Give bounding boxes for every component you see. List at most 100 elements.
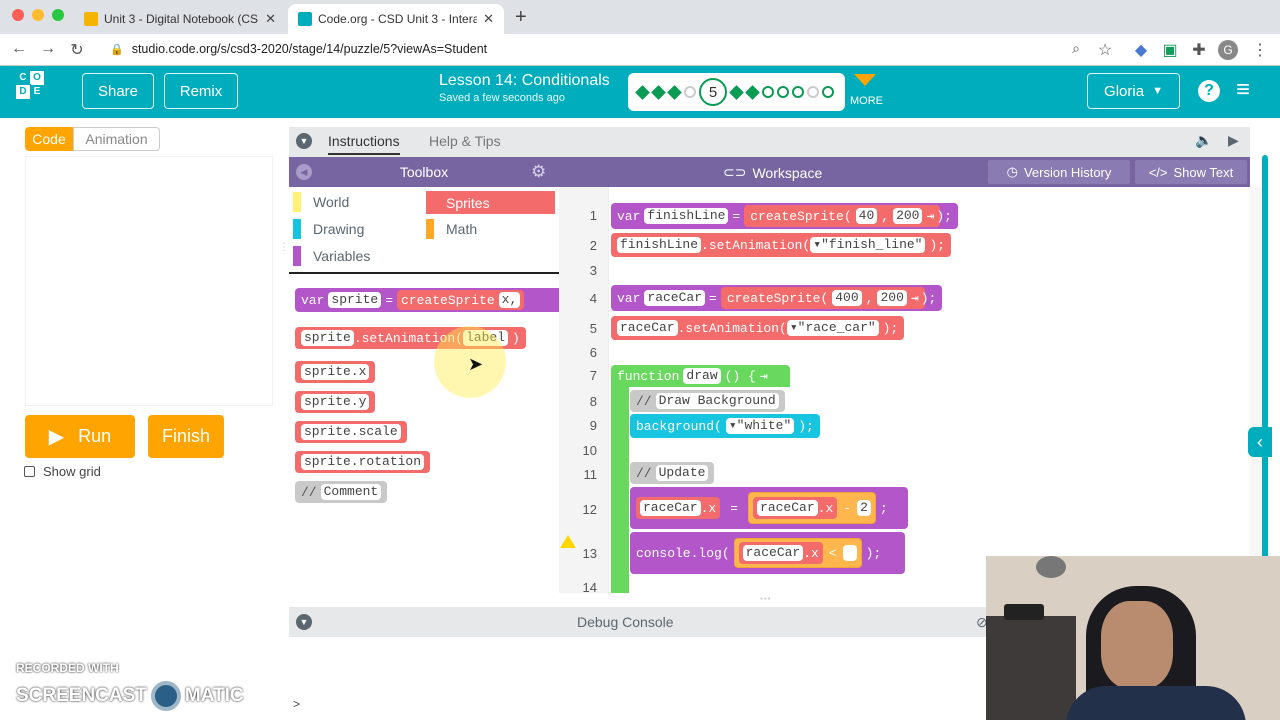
code-line-11[interactable]: // Update	[630, 462, 715, 484]
user-menu-button[interactable]: Gloria ▼	[1087, 73, 1180, 109]
close-window-button[interactable]	[12, 9, 24, 21]
expand-panel-icon[interactable]: ‹	[1248, 427, 1272, 457]
clear-console-icon[interactable]: ⊘	[976, 614, 988, 630]
level-diamond[interactable]	[729, 84, 744, 100]
comment-field[interactable]: Draw Background	[655, 393, 779, 409]
code-line-8[interactable]: // Draw Background	[630, 390, 785, 412]
level-diamond[interactable]	[651, 84, 666, 100]
object-field[interactable]: finishLine	[617, 237, 702, 253]
property-field[interactable]: sprite.y	[301, 394, 370, 410]
level-dot[interactable]	[807, 86, 819, 98]
function-name-field[interactable]: draw	[683, 368, 721, 384]
finish-button[interactable]: Finish	[148, 415, 224, 458]
code-line-2[interactable]: finishLine .setAnimation( ▾"finish_line"…	[611, 233, 952, 257]
profile-avatar[interactable]: G	[1218, 40, 1238, 60]
level-diamond[interactable]	[667, 84, 682, 100]
level-dot[interactable]	[762, 86, 774, 98]
resize-handle[interactable]: ⋮	[279, 242, 289, 253]
new-tab-button[interactable]: +	[515, 6, 527, 28]
show-text-button[interactable]: </> Show Text	[1135, 160, 1247, 184]
object-field[interactable]: sprite	[301, 330, 354, 346]
level-dot[interactable]	[777, 86, 789, 98]
url-field[interactable]: 🔒 studio.code.org/s/csd3-2020/stage/14/p…	[100, 38, 1120, 60]
scroll-thumb[interactable]	[1262, 155, 1268, 565]
toolbox-block-comment[interactable]: // Comment	[295, 481, 388, 503]
level-dot[interactable]	[684, 86, 696, 98]
code-toggle-button[interactable]: Code	[25, 127, 73, 151]
category-world[interactable]: World	[293, 190, 349, 214]
play-audio-icon[interactable]: ▶	[1228, 132, 1239, 148]
var-name-field[interactable]: sprite	[328, 292, 382, 308]
reload-icon[interactable]: ↻	[70, 42, 84, 59]
code-line-1[interactable]: var finishLine = createSprite( 40 , 200 …	[611, 203, 958, 229]
var-name-field[interactable]: finishLine	[644, 208, 729, 224]
arg-field[interactable]: x,	[498, 292, 521, 308]
animation-toggle-button[interactable]: Animation	[73, 127, 160, 151]
code-line-12[interactable]: raceCar .x = raceCar .x - 2 ;	[630, 487, 908, 529]
toolbox-block-set-animation[interactable]: sprite .setAnimation( label )	[295, 327, 526, 349]
collapse-instructions-icon[interactable]: ▼	[296, 133, 312, 149]
toolbox-block-create-sprite[interactable]: var sprite = createSprite x,	[295, 288, 559, 312]
code-line-9[interactable]: background( ▾"white" );	[630, 414, 820, 438]
game-canvas[interactable]	[25, 156, 273, 406]
level-diamond[interactable]	[745, 84, 760, 100]
more-arrow-icon[interactable]	[854, 74, 876, 86]
speaker-icon[interactable]: 🔈	[1195, 132, 1213, 148]
toolbox-block-sprite-y[interactable]: sprite.y	[295, 391, 376, 413]
minimize-window-button[interactable]	[32, 9, 44, 21]
close-tab-icon[interactable]: ✕	[265, 11, 276, 26]
level-dot[interactable]	[822, 86, 834, 98]
forward-icon[interactable]: →	[40, 40, 56, 57]
run-button[interactable]: ▶ Run	[25, 415, 135, 458]
debug-console-output[interactable]	[289, 637, 986, 720]
arg-field[interactable]: 200	[877, 290, 907, 306]
object-field[interactable]: raceCar	[640, 500, 701, 516]
arg-field[interactable]: label	[463, 330, 509, 346]
dropdown-field[interactable]: ▾"race_car"	[786, 320, 879, 336]
toolbox-block-sprite-x[interactable]: sprite.x	[295, 361, 376, 383]
dropdown-field[interactable]: ▾"white"	[725, 418, 795, 434]
property-field[interactable]: sprite.scale	[301, 424, 401, 440]
extension-icon[interactable]: ▣	[1162, 42, 1178, 59]
toolbox-block-sprite-rotation[interactable]: sprite.rotation	[295, 451, 431, 473]
arg-field[interactable]: 400	[832, 290, 862, 306]
extension-icon[interactable]: ◆	[1134, 42, 1148, 59]
property-field[interactable]: sprite.x	[301, 364, 370, 380]
object-field[interactable]: raceCar	[617, 320, 678, 336]
codeorg-logo[interactable]: C O D E	[15, 70, 58, 113]
gear-icon[interactable]: ⚙	[531, 162, 547, 181]
remix-button[interactable]: Remix	[164, 73, 238, 109]
arg-field[interactable]: 200	[893, 208, 923, 224]
close-tab-icon[interactable]: ✕	[483, 11, 494, 26]
code-line-13[interactable]: console.log( raceCar .x < );	[630, 532, 905, 574]
empty-number-field[interactable]	[842, 545, 857, 561]
help-icon[interactable]: ?	[1198, 80, 1220, 102]
current-level-bubble[interactable]: 5	[699, 78, 727, 106]
toolbox-block-sprite-scale[interactable]: sprite.scale	[295, 421, 407, 443]
browser-tab-codeorg[interactable]: Code.org - CSD Unit 3 - Intera ✕	[288, 4, 504, 34]
browser-tab-notebook[interactable]: Unit 3 - Digital Notebook (CSD ✕	[74, 4, 286, 34]
number-field[interactable]: 2	[857, 500, 871, 516]
share-button[interactable]: Share	[82, 73, 154, 109]
object-field[interactable]: raceCar	[742, 545, 804, 561]
browser-menu-icon[interactable]: ⋮	[1252, 42, 1268, 59]
zoom-icon[interactable]: ⌕	[1072, 40, 1080, 56]
var-name-field[interactable]: raceCar	[644, 290, 706, 306]
category-sprites[interactable]: Sprites	[426, 191, 555, 214]
version-history-button[interactable]: ◷ Version History	[988, 160, 1130, 184]
extensions-puzzle-icon[interactable]: ✚	[1192, 42, 1206, 59]
tab-help-tips[interactable]: Help & Tips	[429, 133, 501, 149]
resize-grip[interactable]: ▪▪▪	[760, 594, 772, 603]
category-variables[interactable]: Variables	[293, 244, 370, 268]
code-line-4[interactable]: var raceCar = createSprite( 400 , 200 ⇥ …	[611, 285, 943, 311]
level-dot[interactable]	[792, 86, 804, 98]
category-math[interactable]: Math	[426, 217, 477, 241]
level-diamond[interactable]	[635, 84, 650, 100]
hamburger-menu-icon[interactable]: ≡	[1236, 76, 1251, 103]
code-line-5[interactable]: raceCar .setAnimation( ▾"race_car" );	[611, 316, 905, 340]
dropdown-field[interactable]: ▾"finish_line"	[810, 237, 926, 253]
back-icon[interactable]: ←	[11, 40, 27, 57]
expand-icon[interactable]: ⇥	[926, 208, 935, 224]
more-button[interactable]: MORE	[850, 95, 883, 107]
bookmark-star-icon[interactable]: ☆	[1097, 42, 1113, 59]
